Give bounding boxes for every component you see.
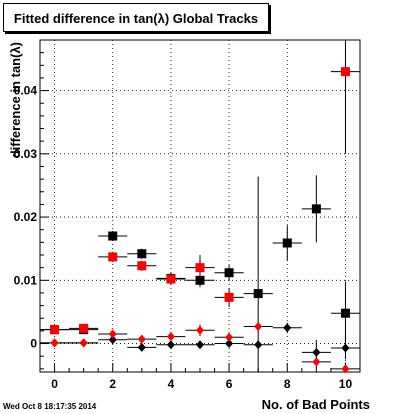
y-tick-label: 0.02 xyxy=(14,210,38,224)
x-tick-label: 8 xyxy=(284,377,291,391)
chart-title-box: Fitted difference in tan(λ) Global Track… xyxy=(3,3,269,32)
square-marker xyxy=(282,238,292,248)
y-tick-label: 0 xyxy=(30,337,37,351)
diamond-marker xyxy=(196,340,204,350)
x-tick-label: 2 xyxy=(109,377,116,391)
square-marker xyxy=(340,308,350,318)
diamond-marker xyxy=(341,343,350,353)
diamond-marker xyxy=(166,332,175,342)
y-axis-label: difference in tan(λ) xyxy=(8,42,23,158)
timestamp: Wed Oct 8 18:17:35 2014 xyxy=(3,402,97,411)
y-tick-label: 0.03 xyxy=(14,147,38,161)
x-axis-label: No. of Bad Points xyxy=(262,397,370,412)
diamond-marker xyxy=(108,329,117,339)
x-tick-label: 4 xyxy=(168,377,175,391)
x-tick-label: 0 xyxy=(51,377,58,391)
diamond-marker xyxy=(254,321,263,331)
diamond-marker xyxy=(312,357,321,367)
x-tick-label: 6 xyxy=(226,377,233,391)
y-tick-label: 0.01 xyxy=(14,273,38,287)
square-marker xyxy=(253,289,263,299)
diamond-marker xyxy=(254,340,263,350)
square-marker xyxy=(340,67,350,77)
square-marker xyxy=(311,204,321,214)
square-marker xyxy=(137,261,147,271)
diamond-marker xyxy=(312,347,321,357)
square-marker xyxy=(195,263,205,273)
square-marker xyxy=(224,292,234,302)
square-marker xyxy=(50,325,60,335)
points-layer xyxy=(40,40,360,374)
diamond-marker xyxy=(79,338,88,348)
diamond-marker xyxy=(225,339,234,349)
diamond-marker xyxy=(137,334,146,344)
diamond-marker xyxy=(166,340,175,350)
square-marker xyxy=(108,231,118,241)
diamond-marker xyxy=(196,325,204,335)
square-marker xyxy=(137,249,147,259)
square-marker xyxy=(166,274,176,284)
y-tick-label: 0.04 xyxy=(14,84,38,98)
square-marker xyxy=(108,252,118,262)
chart-title: Fitted difference in tan(λ) Global Track… xyxy=(13,11,259,26)
diamond-marker xyxy=(283,323,292,333)
diamond-marker xyxy=(50,338,59,348)
square-marker xyxy=(79,323,89,333)
diamond-marker xyxy=(137,342,146,352)
square-marker xyxy=(224,268,234,278)
diamond-marker xyxy=(341,364,350,374)
axes-layer: 0 2 4 6 8 10 0 0.01 0.02 0.03 0.04 xyxy=(14,39,361,391)
diamond-marker xyxy=(225,332,234,342)
diamond-marker xyxy=(108,335,117,345)
x-tick-label: 10 xyxy=(339,377,353,391)
